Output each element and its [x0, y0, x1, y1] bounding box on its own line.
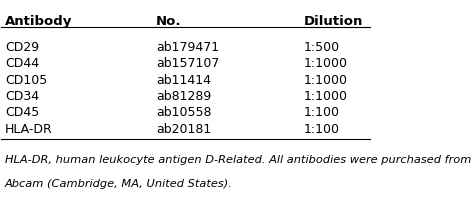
Text: ab81289: ab81289: [156, 90, 211, 103]
Text: CD105: CD105: [5, 74, 47, 87]
Text: ab157107: ab157107: [156, 57, 219, 70]
Text: 1:1000: 1:1000: [303, 90, 347, 103]
Text: 1:100: 1:100: [303, 106, 339, 119]
Text: CD34: CD34: [5, 90, 39, 103]
Text: 1:100: 1:100: [303, 123, 339, 136]
Text: CD44: CD44: [5, 57, 39, 70]
Text: No.: No.: [156, 15, 182, 28]
Text: 1:500: 1:500: [303, 41, 340, 54]
Text: HLA-DR: HLA-DR: [5, 123, 53, 136]
Text: CD29: CD29: [5, 41, 39, 54]
Text: Dilution: Dilution: [303, 15, 363, 28]
Text: Abcam (Cambridge, MA, United States).: Abcam (Cambridge, MA, United States).: [5, 179, 233, 189]
Text: 1:1000: 1:1000: [303, 57, 347, 70]
Text: ab11414: ab11414: [156, 74, 211, 87]
Text: ab179471: ab179471: [156, 41, 219, 54]
Text: ab10558: ab10558: [156, 106, 212, 119]
Text: ab20181: ab20181: [156, 123, 211, 136]
Text: Antibody: Antibody: [5, 15, 73, 28]
Text: CD45: CD45: [5, 106, 39, 119]
Text: 1:1000: 1:1000: [303, 74, 347, 87]
Text: HLA-DR, human leukocyte antigen D-Related. All antibodies were purchased from: HLA-DR, human leukocyte antigen D-Relate…: [5, 155, 472, 165]
